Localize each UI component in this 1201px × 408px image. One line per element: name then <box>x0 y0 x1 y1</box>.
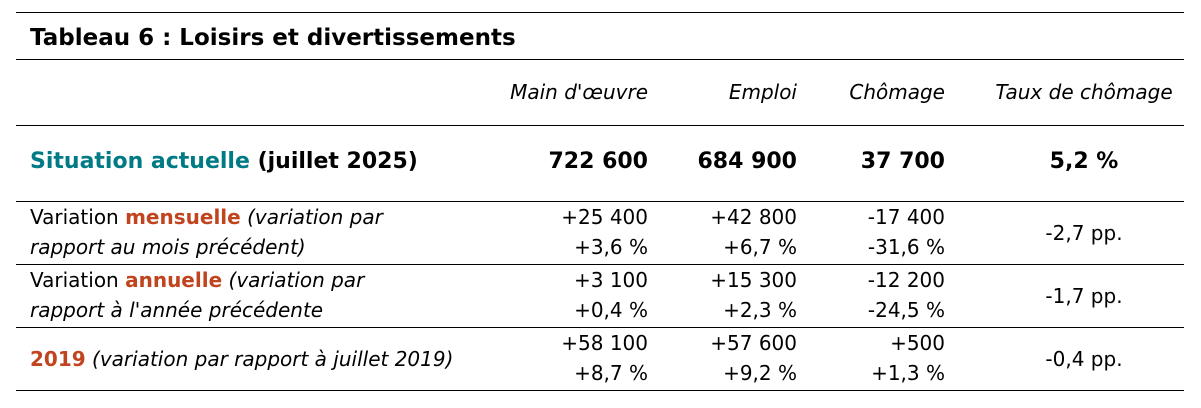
current-labour-force: 722 600 <box>548 149 648 174</box>
y2019-label: 2019 (variation par rapport à juillet 20… <box>30 328 460 391</box>
y2019-lf-pct: +8,7 % <box>574 361 648 385</box>
current-employment: 684 900 <box>697 149 797 174</box>
monthly-emp-abs: +42 800 <box>710 205 797 229</box>
current-situation-row: Situation actuelle (juillet 2025) 722 60… <box>16 126 1184 202</box>
annual-unemployment: -12 200 -24,5 % <box>868 265 945 325</box>
annual-variation-row: Variation annuelle (variation par rapport… <box>16 265 1184 328</box>
annual-unemp-pct: -24,5 % <box>867 298 945 322</box>
y2019-rate: -0,4 pp. <box>1045 347 1123 371</box>
annual-colored: annuelle <box>125 268 223 292</box>
monthly-prefix: Variation <box>30 205 126 229</box>
monthly-note-1: (variation par <box>240 205 383 229</box>
annual-lf-pct: +0,4 % <box>574 298 648 322</box>
y2019-unemployment: +500 +1,3 % <box>871 328 945 388</box>
monthly-note-2: rapport au mois précédent) <box>30 235 306 259</box>
annual-note-1: (variation par <box>222 268 365 292</box>
monthly-labour-force: +25 400 +3,6 % <box>561 202 648 262</box>
annual-prefix: Variation <box>30 268 126 292</box>
monthly-emp-pct: +6,7 % <box>723 235 797 259</box>
annual-rate: -1,7 pp. <box>1045 284 1123 308</box>
y2019-unemp-pct: +1,3 % <box>871 361 945 385</box>
monthly-unemp-abs: -17 400 <box>867 205 945 229</box>
y2019-unemp-abs: +500 <box>890 331 945 355</box>
y2019-emp-pct: +9,2 % <box>723 361 797 385</box>
current-unemployment: 37 700 <box>860 149 945 174</box>
annual-label: Variation annuelle (variation par rapport… <box>30 265 460 325</box>
current-rate: 5,2 % <box>1049 149 1119 174</box>
annual-emp-abs: +15 300 <box>710 268 797 292</box>
annual-unemp-abs: -12 200 <box>867 268 945 292</box>
monthly-variation-row: Variation mensuelle (variation par rappor… <box>16 202 1184 265</box>
header-labour-force: Main d'œuvre <box>510 80 648 104</box>
table-title: Tableau 6 : Loisirs et divertissements <box>16 12 1184 60</box>
monthly-unemployment: -17 400 -31,6 % <box>868 202 945 262</box>
header-employment: Emploi <box>728 80 797 104</box>
current-label-rest: (juillet 2025) <box>249 149 418 174</box>
y2019-lf-abs: +58 100 <box>561 331 648 355</box>
monthly-lf-abs: +25 400 <box>561 205 648 229</box>
y2019-colored: 2019 <box>30 347 86 371</box>
monthly-label: Variation mensuelle (variation par rappor… <box>30 202 460 262</box>
header-unemployment-rate: Taux de chômage <box>995 80 1173 104</box>
y2019-note: (variation par rapport à juillet 2019) <box>85 347 454 371</box>
monthly-employment: +42 800 +6,7 % <box>710 202 797 262</box>
y2019-emp-abs: +57 600 <box>710 331 797 355</box>
variation-2019-row: 2019 (variation par rapport à juillet 20… <box>16 328 1184 391</box>
annual-labour-force: +3 100 +0,4 % <box>574 265 648 325</box>
header-unemployment: Chômage <box>849 80 945 104</box>
annual-emp-pct: +2,3 % <box>723 298 797 322</box>
monthly-colored: mensuelle <box>125 205 241 229</box>
current-situation-label: Situation actuelle (juillet 2025) <box>30 148 418 176</box>
monthly-unemp-pct: -31,6 % <box>867 235 945 259</box>
annual-note-2: rapport à l'année précédente <box>30 298 324 322</box>
annual-lf-abs: +3 100 <box>573 268 648 292</box>
data-table: Tableau 6 : Loisirs et divertissements M… <box>16 12 1184 391</box>
y2019-labour-force: +58 100 +8,7 % <box>561 328 648 388</box>
current-label-colored: Situation actuelle <box>30 149 250 174</box>
monthly-rate: -2,7 pp. <box>1045 221 1123 245</box>
header-row: Main d'œuvre Emploi Chômage Taux de chôm… <box>16 60 1184 126</box>
y2019-employment: +57 600 +9,2 % <box>710 328 797 388</box>
annual-employment: +15 300 +2,3 % <box>710 265 797 325</box>
monthly-lf-pct: +3,6 % <box>574 235 648 259</box>
